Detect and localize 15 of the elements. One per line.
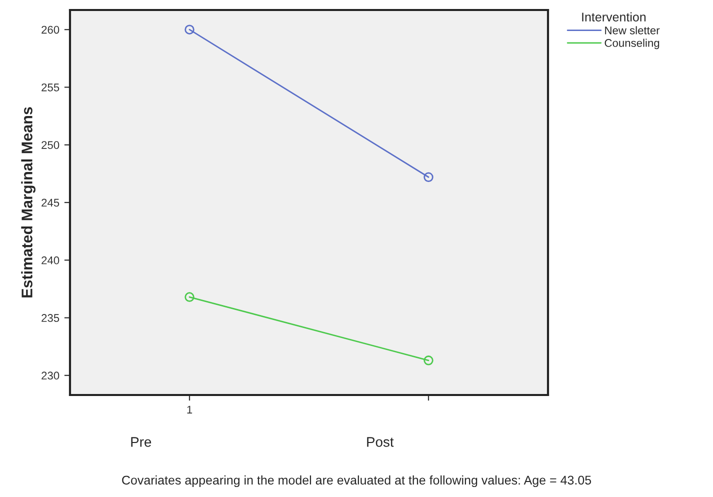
y-tick-label: 240 — [42, 256, 60, 264]
y-tick-label: 245 — [42, 198, 60, 207]
text: Pre — [131, 437, 152, 447]
text: Covariates appearing in the model are evaluated at the following values: Age = 43.05 — [122, 475, 592, 488]
y-tick-label: 255 — [42, 84, 60, 92]
y-axis-title: Estimated Marginal Means — [21, 107, 36, 298]
legend-label: Counseling — [604, 38, 660, 50]
y-tick-label: 230 — [42, 372, 60, 380]
y-tick-label: 260 — [42, 26, 60, 34]
legend-title: Intervention — [582, 12, 646, 22]
y-tick-label: 235 — [42, 314, 60, 322]
text: Post — [367, 437, 394, 447]
legend-label: New sletter — [605, 26, 660, 34]
x-tick-label: 1 — [187, 406, 192, 414]
y-tick-label: 250 — [42, 141, 60, 149]
